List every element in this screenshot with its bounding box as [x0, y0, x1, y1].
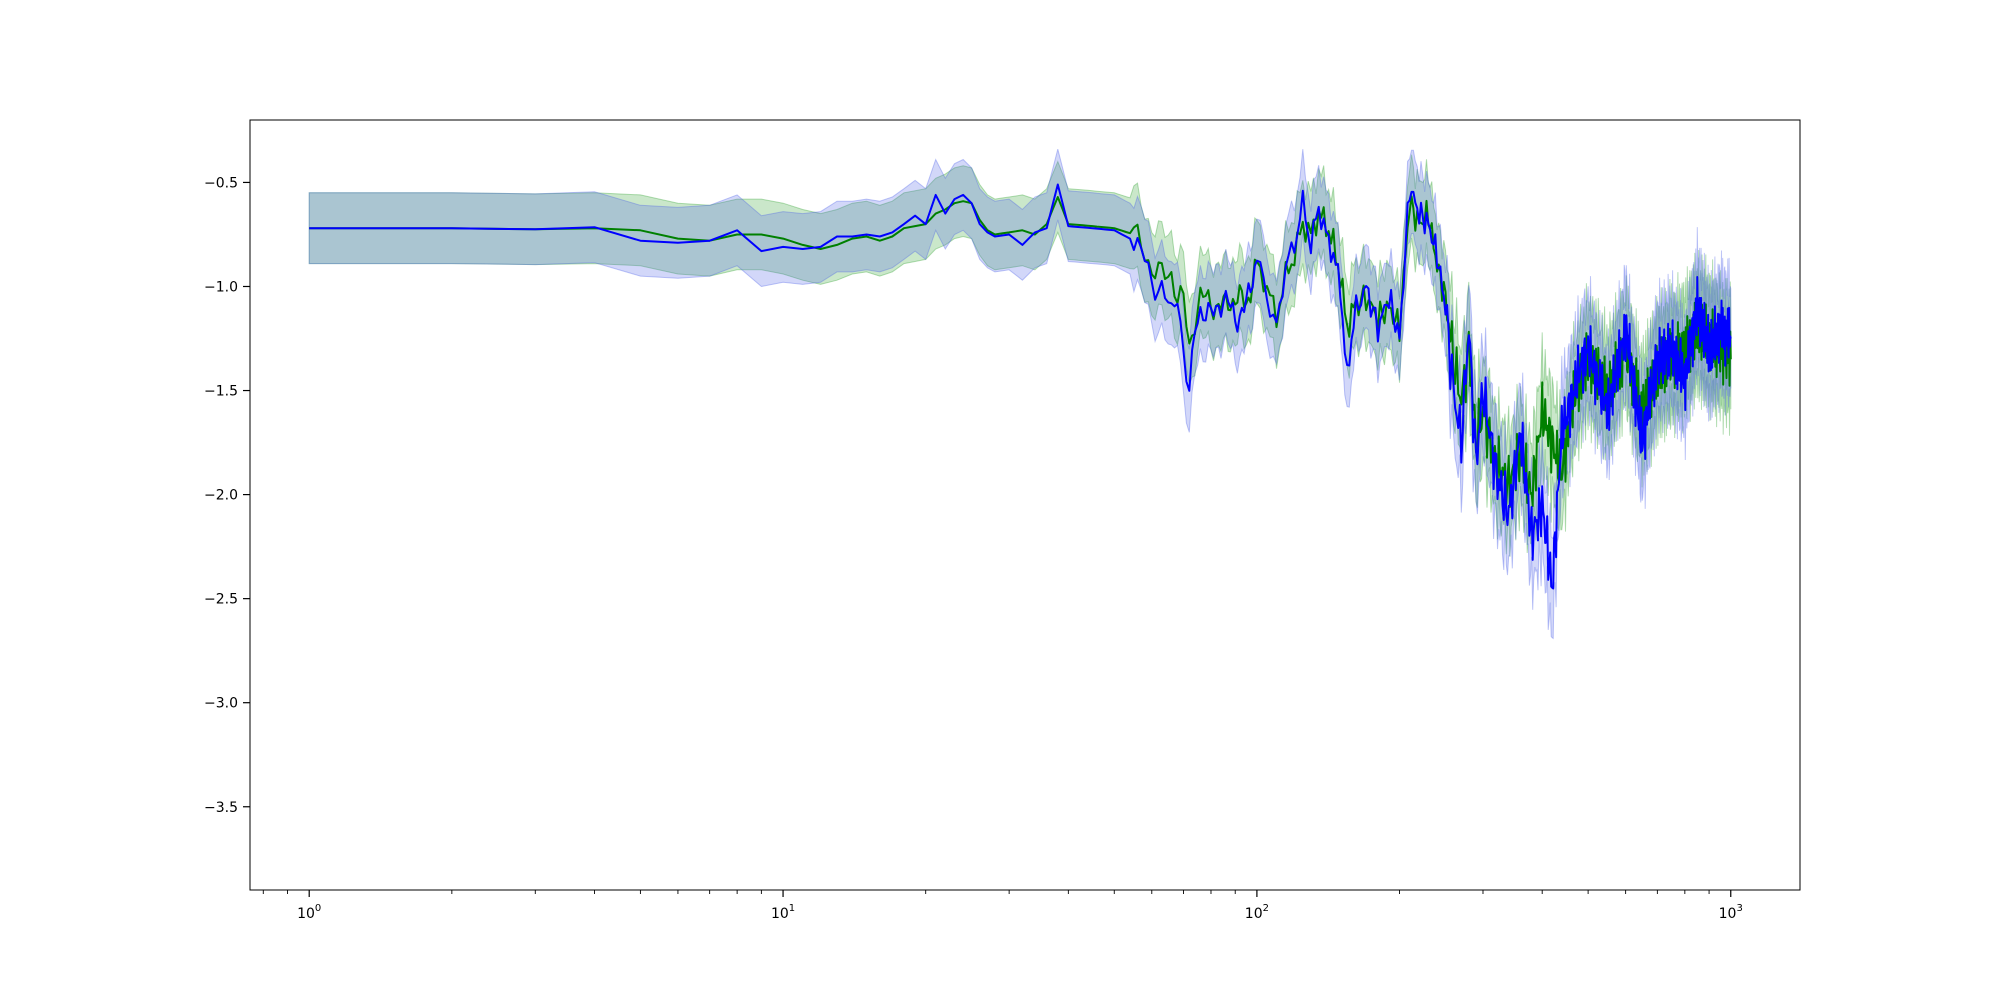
- y-tick-label: −2.5: [204, 592, 238, 608]
- y-tick-label: −3.0: [204, 696, 238, 712]
- series-1-band: [308, 154, 1732, 557]
- x-tick-label: 100: [297, 903, 321, 922]
- y-tick-label: −1.0: [204, 279, 238, 295]
- y-tick-label: −3.5: [204, 800, 238, 816]
- y-tick-label: −1.5: [204, 384, 238, 400]
- y-tick-label: −0.5: [204, 175, 238, 191]
- y-axis: −0.5 −1.0 −1.5 −2.0 −2.5 −3.0 −3.5: [204, 175, 250, 816]
- series-2-band: [308, 148, 1732, 640]
- confidence-bands: [308, 148, 1732, 640]
- y-tick-label: −2.0: [204, 488, 238, 504]
- x-axis: 100 101 102 103: [262, 890, 1743, 922]
- x-tick-label: 102: [1245, 903, 1269, 922]
- x-tick-label: 101: [771, 903, 795, 922]
- series-2-line: [309, 183, 1732, 590]
- series-lines: [309, 183, 1732, 590]
- x-tick-label: 103: [1719, 903, 1743, 922]
- plot-area-frame: [249, 119, 1801, 891]
